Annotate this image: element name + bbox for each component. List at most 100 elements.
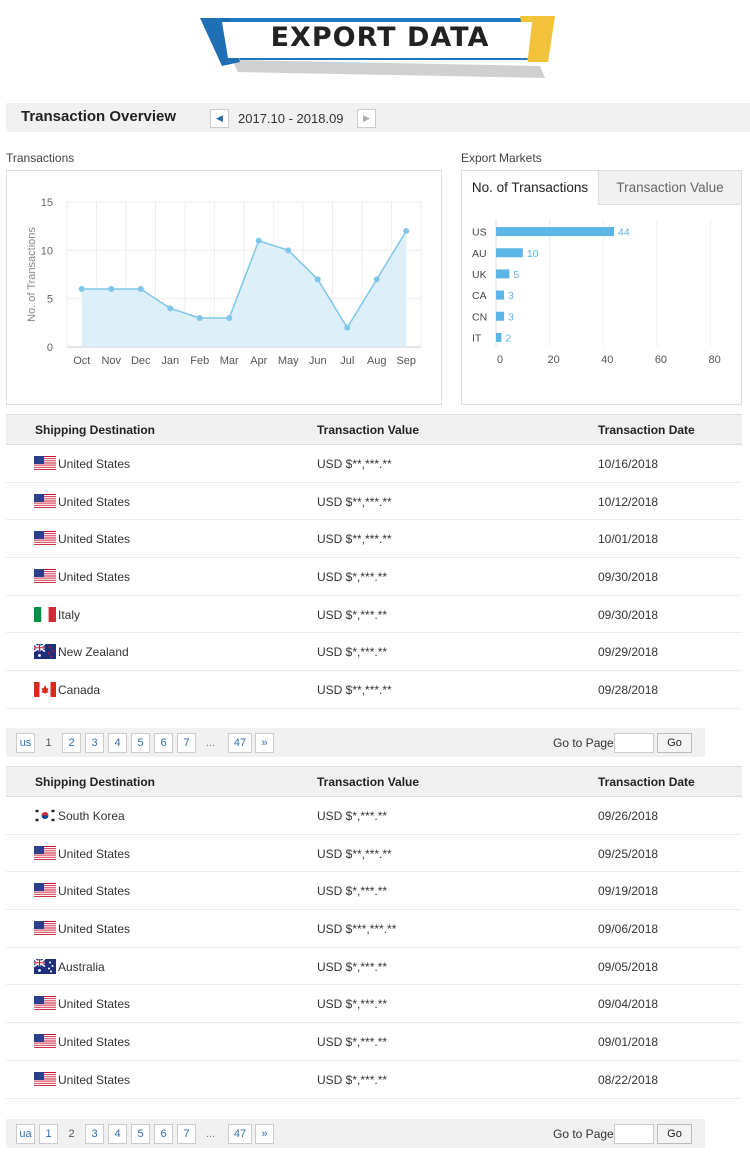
data-point-feb[interactable]: [196, 315, 203, 321]
tab-transaction-value[interactable]: Transaction Value: [599, 171, 741, 205]
country-flag: [34, 682, 56, 698]
table-row[interactable]: United States USD $***,***.** 09/06/2018: [6, 910, 742, 948]
table-row[interactable]: United States USD $*,***.** 09/04/2018: [6, 985, 742, 1024]
first-page-button[interactable]: us: [16, 733, 35, 753]
us-flag: [34, 1034, 56, 1050]
table-rows: South Korea USD $*,***.** 09/26/2018 United…: [6, 797, 742, 1099]
transaction-date: 09/05/2018: [598, 959, 659, 974]
bar-ca[interactable]: [496, 290, 505, 300]
go-button[interactable]: Go: [657, 1124, 692, 1144]
page-button-5[interactable]: 5: [131, 1124, 150, 1144]
page-button-3[interactable]: 3: [85, 1124, 104, 1144]
data-point-apr[interactable]: [255, 237, 262, 244]
page-button-4[interactable]: 4: [108, 733, 127, 753]
first-page-button[interactable]: ua: [16, 1124, 35, 1144]
data-point-dec[interactable]: [137, 286, 144, 292]
table-row[interactable]: United States USD $**,***.** 10/01/2018: [6, 520, 742, 559]
page-button-6[interactable]: 6: [154, 1124, 173, 1144]
bar-it[interactable]: [496, 332, 502, 342]
page-button-7[interactable]: 7: [177, 1124, 196, 1144]
transaction-date: 09/04/2018: [598, 997, 659, 1012]
x-tick-label: May: [278, 355, 299, 367]
transaction-date: 10/01/2018: [598, 532, 659, 547]
page-button-4[interactable]: 4: [108, 1124, 127, 1144]
x-tick-label: Nov: [101, 355, 121, 367]
transaction-value: USD $*,***.**: [317, 645, 388, 660]
go-to-page-input[interactable]: [614, 733, 654, 753]
transaction-date: 09/30/2018: [598, 607, 659, 622]
shipping-destination: Italy: [58, 607, 81, 622]
table-row[interactable]: United States USD $**,***.** 09/25/2018: [6, 835, 742, 873]
us-flag: [34, 456, 56, 471]
export-data-banner: EXPORT DATA: [0, 0, 750, 92]
previous-period-button[interactable]: ◀: [210, 109, 229, 128]
shipping-destination: United States: [58, 494, 131, 509]
last-page-button[interactable]: »: [255, 733, 274, 753]
table-row[interactable]: Australia USD $*,***.** 09/05/2018: [6, 948, 742, 986]
page-button-last[interactable]: 47: [228, 1124, 252, 1144]
data-point-jun[interactable]: [314, 276, 321, 283]
current-page: 1: [45, 737, 52, 749]
category-label: CN: [472, 311, 487, 323]
page-button-6[interactable]: 6: [154, 733, 173, 753]
header-transaction-date: Transaction Date: [598, 423, 695, 437]
page-button-3[interactable]: 3: [85, 733, 104, 753]
table-row[interactable]: United States USD $*,***.** 09/01/2018: [6, 1023, 742, 1061]
data-point-may[interactable]: [285, 247, 292, 254]
table-row[interactable]: United States USD $*,***.** 09/19/2018: [6, 872, 742, 911]
last-page-button[interactable]: »: [255, 1124, 274, 1144]
data-point-oct[interactable]: [78, 286, 85, 292]
page-button-2[interactable]: 2: [62, 733, 81, 753]
category-label: US: [472, 227, 487, 239]
table-row[interactable]: Canada USD $**,***.** 09/28/2018: [6, 671, 742, 709]
data-point-aug[interactable]: [373, 276, 380, 283]
bar-us[interactable]: [496, 227, 615, 237]
table-row[interactable]: United States USD $*,***.** 08/22/2018: [6, 1061, 742, 1099]
table-row[interactable]: United States USD $**,***.** 10/16/2018: [6, 445, 742, 483]
transaction-value: USD $*,***.**: [317, 607, 388, 622]
us-flag: [34, 531, 56, 547]
data-point-mar[interactable]: [226, 315, 233, 321]
y-tick-label: 0: [47, 342, 53, 354]
bar-uk[interactable]: [496, 269, 510, 279]
category-label: CA: [472, 290, 487, 302]
country-flag: [34, 845, 56, 861]
data-point-sep[interactable]: [403, 228, 410, 234]
go-to-page-input[interactable]: [614, 1124, 654, 1144]
pagination-ellipsis: ...: [206, 1128, 216, 1140]
data-point-jul[interactable]: [344, 324, 351, 331]
transaction-date: 09/26/2018: [598, 809, 659, 823]
table-row[interactable]: South Korea USD $*,***.** 09/26/2018: [6, 797, 742, 835]
next-period-button[interactable]: ▶: [357, 109, 376, 128]
header-shipping-destination: Shipping Destination: [35, 775, 155, 789]
transaction-date: 10/12/2018: [598, 494, 659, 509]
table-row[interactable]: United States USD $*,***.** 09/30/2018: [6, 558, 742, 596]
export-markets-tabs: No. of Transactions Transaction Value: [462, 171, 741, 205]
data-point-jan[interactable]: [167, 305, 174, 312]
page-button-1[interactable]: 1: [39, 1124, 58, 1144]
page-button-5[interactable]: 5: [131, 733, 150, 753]
us-flag: [34, 883, 56, 899]
country-flag: [34, 996, 56, 1012]
table-row[interactable]: New Zealand USD $*,***.** 09/29/2018: [6, 633, 742, 672]
us-flag: [34, 845, 56, 861]
page-button-last[interactable]: 47: [228, 733, 252, 753]
country-flag: [34, 493, 56, 509]
data-point-nov[interactable]: [108, 286, 115, 292]
us-flag: [34, 493, 56, 509]
export-markets-chart-svg: 0 20 40 60 80 US 44 AU 10 UK 5 CA 3 CN 3 IT 2: [472, 219, 721, 366]
tab-no-of-transactions[interactable]: No. of Transactions: [462, 171, 599, 205]
go-button[interactable]: Go: [657, 733, 692, 753]
table-header: Shipping Destination Transaction Value T…: [6, 766, 742, 797]
transactions-chart-svg: 0 5 10 15 Oct Nov Dec Jan Feb Mar Apr May Jun Jul Aug S…: [26, 197, 422, 367]
country-flag: [33, 958, 56, 974]
transaction-value: USD $*,***.**: [317, 570, 388, 585]
page-button-7[interactable]: 7: [177, 733, 196, 753]
bar-cn[interactable]: [496, 311, 505, 321]
table-row[interactable]: United States USD $**,***.** 10/12/2018: [6, 483, 742, 521]
table-row[interactable]: Italy USD $*,***.** 09/30/2018: [6, 596, 742, 634]
transaction-date: 09/30/2018: [598, 570, 659, 585]
transaction-date: 09/01/2018: [598, 1035, 659, 1050]
bar-au[interactable]: [496, 248, 523, 258]
shipping-destination: Canada: [58, 683, 101, 698]
